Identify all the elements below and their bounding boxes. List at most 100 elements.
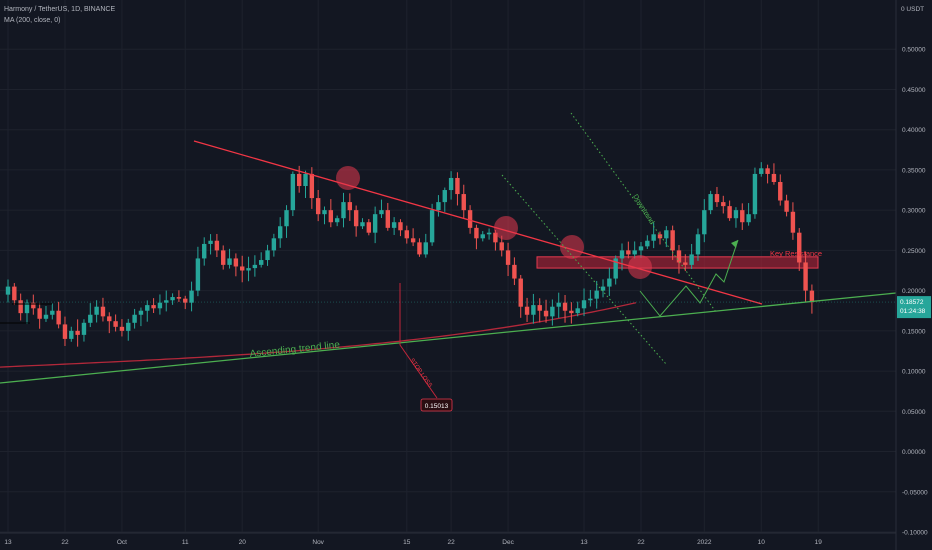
x-tick-label: Oct	[117, 539, 127, 546]
candle-body	[208, 240, 213, 244]
x-tick-label: 22	[61, 539, 69, 546]
x-tick-label: 20	[239, 539, 247, 546]
x-tick-label: Dec	[502, 539, 514, 546]
candle-body	[740, 210, 745, 223]
candle-body	[651, 234, 656, 241]
x-tick-label: 22	[637, 539, 645, 546]
candle-body	[746, 214, 751, 223]
candle-body	[328, 210, 334, 223]
candle-body	[119, 326, 125, 331]
candle-body	[531, 305, 536, 315]
candle-body	[600, 286, 606, 291]
candle-body	[505, 250, 511, 265]
stop-loss-label: STOP LOSS	[408, 358, 432, 389]
candle-body	[524, 306, 530, 315]
candle-body	[765, 168, 770, 174]
candle-body	[733, 210, 739, 219]
touch-point-circle	[560, 235, 584, 259]
candles	[5, 162, 815, 347]
downtrend-channel-upper	[570, 112, 717, 313]
y-tick-label: 0.50000	[902, 47, 926, 54]
candle-body	[771, 173, 777, 182]
touch-point-circle	[494, 216, 518, 240]
candle-body	[562, 302, 568, 311]
candle-body	[341, 202, 346, 219]
stop-loss-price: 0.15013	[425, 403, 449, 410]
candle-body	[429, 210, 435, 243]
candle-body	[550, 306, 555, 317]
candle-body	[493, 232, 498, 243]
x-tick-label: 13	[580, 539, 588, 546]
current-price-text: 0.18572	[900, 299, 924, 306]
candle-body	[50, 310, 55, 315]
candle-body	[195, 258, 201, 291]
ma-line	[0, 302, 637, 368]
y-tick-label: 0.25000	[902, 248, 926, 255]
candle-body	[296, 173, 302, 187]
candle-body	[5, 286, 11, 295]
candle-body	[170, 297, 175, 301]
touch-point-circle	[628, 255, 652, 279]
candle-body	[613, 258, 618, 279]
y-tick-label: 0.15000	[902, 328, 926, 335]
candle-body	[727, 206, 732, 219]
candle-body	[202, 243, 207, 259]
candle-body	[366, 222, 372, 233]
x-tick-label: 10	[758, 539, 766, 546]
time-axis: 13 22 Oct 11 20 Nov 15 22 Dec 13 22 2022 10 19	[4, 539, 822, 546]
candle-body	[271, 238, 277, 251]
candle-body	[797, 232, 802, 263]
candle-body	[309, 173, 315, 199]
y-tick-label: 0.35000	[902, 167, 926, 174]
candle-body	[94, 306, 99, 315]
candle-body	[126, 322, 131, 331]
candle-body	[607, 278, 612, 287]
y-tick-label: 0.30000	[902, 208, 926, 215]
candle-body	[695, 234, 701, 255]
candle-body	[360, 222, 365, 227]
x-tick-label: 22	[447, 539, 455, 546]
candle-body	[512, 264, 517, 279]
candle-body	[448, 177, 454, 191]
candle-body	[145, 305, 150, 311]
candle-body	[474, 227, 479, 239]
candle-body	[164, 300, 169, 303]
x-tick-label: 15	[403, 539, 411, 546]
x-tick-label: 13	[4, 539, 12, 546]
candle-body	[778, 181, 783, 201]
candle-body	[56, 310, 61, 325]
candle-body	[322, 210, 327, 215]
candle-body	[151, 305, 156, 309]
candle-body	[113, 321, 118, 327]
y-tick-label: 0.40000	[902, 127, 926, 134]
candle-body	[594, 290, 599, 299]
symbol-title[interactable]: Harmony / TetherUS, 1D, BINANCE	[4, 6, 116, 13]
descending-trend-line	[193, 140, 763, 305]
ma-indicator-label[interactable]: MA (200, close, 0)	[4, 17, 61, 24]
candle-body	[803, 262, 808, 291]
candle-body	[372, 214, 378, 233]
y-tick-label: 0.45000	[902, 87, 926, 94]
candle-body	[417, 242, 422, 255]
current-price-box	[897, 296, 931, 319]
candle-body	[790, 211, 796, 233]
candle-body	[404, 230, 409, 239]
candle-body	[759, 168, 764, 174]
y-tick-label: 0.00000	[902, 449, 926, 456]
ascending-trend-label: Ascending trend line	[249, 340, 341, 360]
candle-body	[423, 242, 428, 255]
candle-body	[683, 262, 688, 265]
candle-body	[588, 298, 593, 301]
x-tick-label: 2022	[697, 539, 712, 546]
candle-body	[410, 238, 416, 243]
key-resistance-label: Key Resistance	[770, 249, 822, 258]
x-tick-label: 11	[182, 539, 189, 546]
projection-arrow-head	[731, 240, 738, 248]
candle-body	[252, 264, 258, 269]
candle-body	[334, 218, 340, 223]
candle-body	[676, 250, 682, 263]
candle-body	[277, 226, 283, 239]
candle-body	[537, 305, 542, 311]
candle-body	[689, 254, 694, 265]
